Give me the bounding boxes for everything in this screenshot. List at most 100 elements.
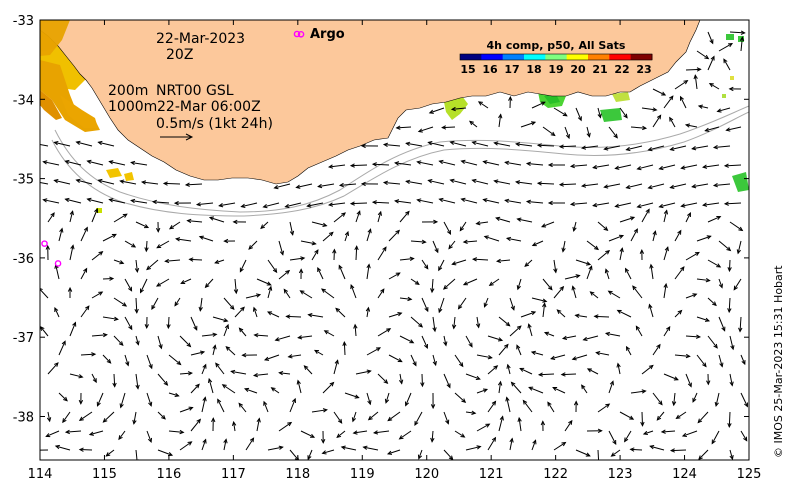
current-vector [43,199,60,204]
current-vector-head [267,285,273,291]
current-vector-head [712,301,717,307]
current-vector [484,235,500,242]
current-vector-head [652,107,658,112]
current-vector [597,221,608,231]
current-vector-head [677,309,683,315]
current-vector-head [86,197,92,203]
current-vector [329,202,346,206]
current-vector-head [528,386,534,391]
current-vector [406,180,423,185]
current-vector [58,392,68,402]
current-vector-head [641,389,647,394]
current-vector-head [714,401,719,408]
current-vector [517,278,522,290]
current-vector [199,297,203,311]
current-vector [632,285,643,299]
current-vector [674,266,685,280]
current-vector-head [340,445,346,450]
current-vector-head [483,235,489,240]
colorbar-swatch [545,54,568,60]
current-vector [55,264,60,280]
current-vector-head [445,419,450,425]
current-vector [729,221,743,231]
lon-tick-label: 125 [737,467,762,482]
current-vector-head [229,305,235,311]
current-vector [439,198,456,204]
lon-tick-label: 114 [28,467,53,482]
current-vector [421,335,428,349]
current-vector [740,430,748,441]
current-vector [643,430,654,435]
current-vector [552,387,566,394]
current-vector-head [414,280,420,285]
current-vector-head [525,161,531,167]
current-vector-head [666,325,671,331]
current-vector-head [263,356,270,361]
current-vector [586,126,590,137]
current-vector [395,162,412,166]
current-vector [551,354,566,360]
current-vector [661,430,676,433]
current-vector [537,182,555,185]
current-vector-head [561,335,568,341]
current-vector-head [279,250,285,256]
current-vector [366,307,369,318]
current-vector-head [212,332,218,337]
current-vector [201,333,217,337]
current-vector [222,384,236,394]
colorbar-swatch [566,54,589,60]
current-vector-head [457,304,463,310]
current-vector-head [572,226,577,232]
current-vector [575,107,582,121]
current-vector [505,161,522,166]
current-vector-head [405,179,411,185]
current-vector-head [504,160,510,166]
current-vector [388,312,402,318]
current-vector [153,201,170,204]
current-vector-head [394,161,400,166]
current-vector-head [278,370,284,376]
current-vector [733,278,742,290]
current-vector [542,278,553,290]
current-vector-head [418,322,424,328]
current-vector [489,278,500,286]
current-vector-head [63,396,68,402]
current-vector-head [571,285,576,291]
current-vector-head [487,355,493,360]
current-vector [626,346,632,356]
current-vector [245,437,254,451]
current-vector-head [565,134,570,140]
current-vector-head [221,384,227,389]
current-vector-head [471,140,477,146]
current-vector [630,126,646,129]
current-vector-head [327,164,334,169]
current-vector-head [193,325,198,331]
current-vector [217,399,225,413]
current-vector-head [488,281,494,287]
current-vector-head [675,414,681,420]
current-vector-head [482,160,488,165]
current-vector [418,126,434,133]
current-vector [698,105,709,109]
colorbar-tick-label: 22 [614,63,629,76]
current-vector-head [50,212,55,218]
current-vector-head [291,397,297,403]
current-vector-head [75,140,81,146]
current-vector [91,208,98,223]
current-vector [539,373,555,376]
current-vector [532,240,544,246]
current-vector-head [188,406,194,411]
current-vector [472,141,489,147]
current-vector [473,258,489,261]
current-vector-head [558,144,564,149]
current-vector-head [497,337,504,342]
current-vector [516,345,522,356]
current-vector-head [605,403,611,408]
current-vector [461,160,478,166]
colorbar-tick-label: 19 [548,63,563,76]
current-vector [487,437,496,451]
current-vector [215,363,225,375]
colorbar-title: 4h comp, p50, All Sats [487,39,626,52]
current-vector-head [430,404,436,410]
current-vector [176,238,192,242]
